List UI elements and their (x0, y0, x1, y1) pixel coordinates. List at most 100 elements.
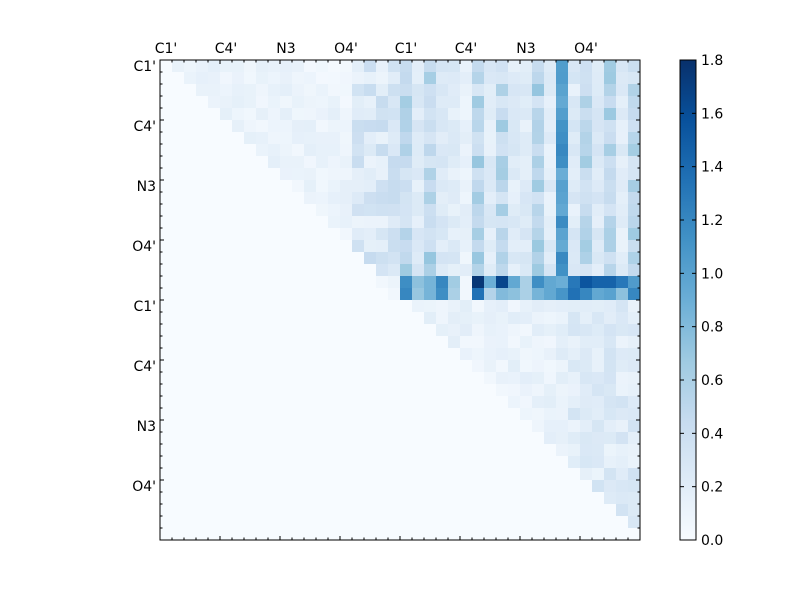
heatmap-cell (256, 396, 269, 409)
heatmap-cell (628, 96, 641, 109)
heatmap-cell (580, 312, 593, 325)
heatmap-cell (268, 492, 281, 505)
heatmap-cell (388, 312, 401, 325)
heatmap-cell (448, 132, 461, 145)
heatmap-cell (484, 156, 497, 169)
heatmap-cell (232, 180, 245, 193)
heatmap-cell (544, 396, 557, 409)
heatmap-cell (292, 252, 305, 265)
heatmap-cell (256, 492, 269, 505)
heatmap-cell (508, 468, 521, 481)
heatmap-cell (592, 468, 605, 481)
heatmap-cell (232, 492, 245, 505)
heatmap-cell (244, 132, 257, 145)
heatmap-cell (568, 228, 581, 241)
heatmap-cell (568, 468, 581, 481)
heatmap-cell (424, 168, 437, 181)
heatmap-cell (292, 360, 305, 373)
heatmap-cell (244, 144, 257, 157)
heatmap-cell (220, 240, 233, 253)
heatmap-cell (592, 192, 605, 205)
heatmap-cell (520, 216, 533, 229)
heatmap-cell (316, 420, 329, 433)
heatmap-cell (520, 372, 533, 385)
heatmap-cell (352, 96, 365, 109)
heatmap-cell (544, 180, 557, 193)
heatmap-cell (340, 288, 353, 301)
heatmap-cell (316, 96, 329, 109)
heatmap-cell (496, 408, 509, 421)
heatmap-cell (472, 528, 485, 541)
heatmap-cell (592, 180, 605, 193)
heatmap-cell (544, 492, 557, 505)
heatmap-cell (244, 84, 257, 97)
heatmap-cell (208, 72, 221, 85)
heatmap-cell (340, 228, 353, 241)
heatmap-cell (400, 480, 413, 493)
heatmap-cell (352, 288, 365, 301)
heatmap-cell (268, 480, 281, 493)
heatmap-cell (304, 492, 317, 505)
heatmap-cell (628, 456, 641, 469)
heatmap-cell (460, 516, 473, 529)
heatmap-cell (376, 504, 389, 517)
heatmap-cell (400, 432, 413, 445)
heatmap-cell (616, 252, 629, 265)
heatmap-cell (484, 180, 497, 193)
heatmap-cell (220, 96, 233, 109)
heatmap-cell (496, 360, 509, 373)
heatmap-cell (352, 180, 365, 193)
heatmap-cell (544, 432, 557, 445)
heatmap-cell (616, 276, 629, 289)
heatmap-cell (340, 372, 353, 385)
heatmap-cell (256, 444, 269, 457)
heatmap-cell (304, 192, 317, 205)
heatmap-cell (400, 264, 413, 277)
heatmap-cell (628, 336, 641, 349)
heatmap-cell (520, 492, 533, 505)
heatmap-cell (208, 468, 221, 481)
heatmap-cell (280, 312, 293, 325)
heatmap-cell (424, 132, 437, 145)
x-tick-label: O4' (334, 41, 358, 57)
heatmap-cell (316, 84, 329, 97)
heatmap-cell (184, 492, 197, 505)
heatmap-cell (580, 528, 593, 541)
heatmap-cell (448, 468, 461, 481)
heatmap-cell (556, 396, 569, 409)
heatmap-cell (304, 96, 317, 109)
heatmap-cell (304, 444, 317, 457)
heatmap-cell (484, 360, 497, 373)
heatmap-cell (580, 348, 593, 361)
heatmap-cell (160, 492, 173, 505)
heatmap-cell (160, 192, 173, 205)
heatmap-cell (592, 228, 605, 241)
heatmap-cell (400, 444, 413, 457)
heatmap-cell (232, 420, 245, 433)
heatmap-cell (316, 288, 329, 301)
heatmap-cell (484, 468, 497, 481)
heatmap-cell (448, 192, 461, 205)
heatmap-cell (208, 96, 221, 109)
heatmap-cell (172, 168, 185, 181)
heatmap-cell (244, 240, 257, 253)
heatmap-cell (616, 216, 629, 229)
heatmap-cell (436, 504, 449, 517)
colorbar-ticks: 0.00.20.40.60.81.01.21.41.61.8 (680, 53, 723, 549)
heatmap-cell (460, 276, 473, 289)
heatmap-cell (256, 204, 269, 217)
heatmap-cell (340, 312, 353, 325)
heatmap-cell (268, 252, 281, 265)
heatmap-cell (184, 372, 197, 385)
heatmap-cell (628, 120, 641, 133)
heatmap-cell (364, 192, 377, 205)
heatmap-cell (460, 204, 473, 217)
heatmap-cell (448, 456, 461, 469)
heatmap-cell (448, 96, 461, 109)
heatmap-cell (412, 312, 425, 325)
heatmap-cell (580, 288, 593, 301)
heatmap-cell (232, 444, 245, 457)
heatmap-cell (328, 108, 341, 121)
heatmap-cells (160, 60, 641, 541)
heatmap-cell (364, 492, 377, 505)
